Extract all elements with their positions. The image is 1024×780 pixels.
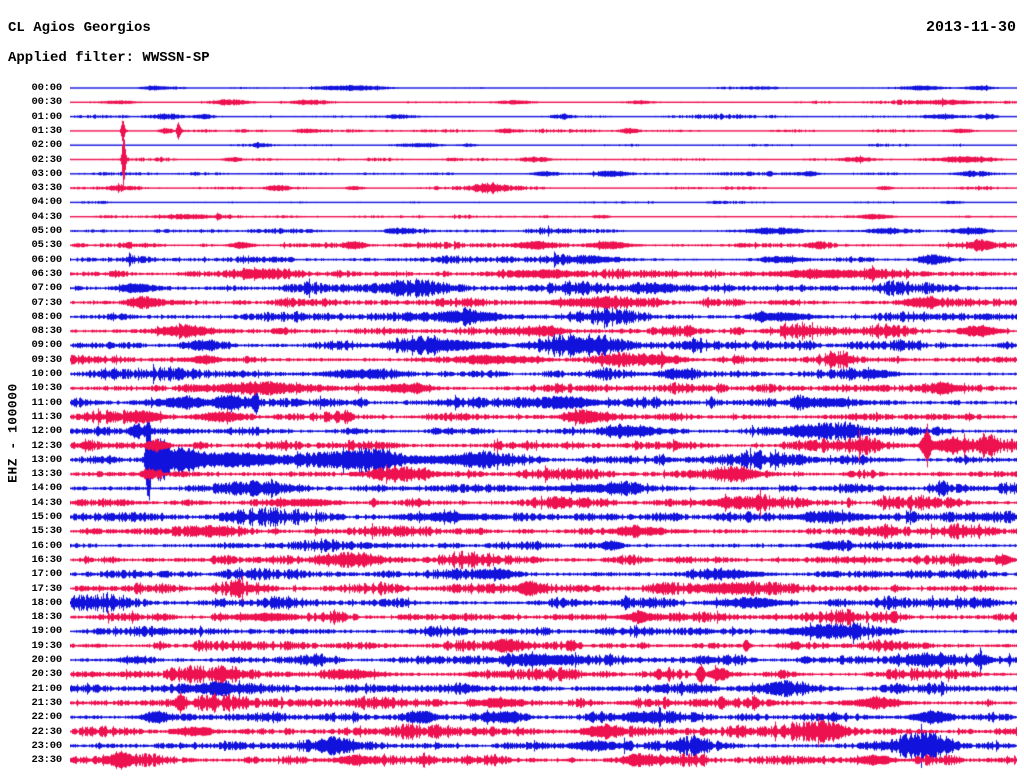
time-label: 23:30 — [31, 754, 62, 767]
time-label: 19:00 — [31, 625, 62, 638]
time-label: 03:30 — [31, 182, 62, 195]
time-label: 02:00 — [31, 139, 62, 152]
time-label: 20:30 — [31, 668, 62, 681]
time-label: 05:00 — [31, 225, 62, 237]
time-label: 16:30 — [31, 553, 62, 566]
time-label: 07:00 — [31, 282, 62, 295]
time-label: 00:30 — [31, 96, 62, 109]
time-label: 21:30 — [31, 696, 62, 709]
time-label: 13:00 — [31, 453, 62, 466]
time-label: 22:00 — [31, 711, 62, 724]
time-label: 09:00 — [31, 339, 62, 352]
time-label: 18:00 — [31, 596, 62, 609]
seismogram-trace-area — [70, 78, 1017, 778]
time-label: 16:00 — [31, 539, 62, 552]
time-label: 09:30 — [31, 353, 62, 366]
time-label: 22:30 — [31, 725, 62, 738]
time-label: 12:30 — [31, 439, 62, 452]
time-label: 11:30 — [31, 410, 62, 423]
station-title: CL Agios Georgios — [8, 20, 151, 36]
time-label: 07:30 — [31, 296, 62, 309]
time-label: 12:00 — [31, 425, 62, 438]
date-label: 2013-11-30 — [925, 19, 1016, 36]
time-label: 02:30 — [31, 153, 62, 166]
time-label: 23:00 — [31, 739, 62, 752]
time-label: 13:30 — [31, 468, 62, 481]
time-label: 00:00 — [31, 82, 62, 94]
time-label: 15:00 — [31, 511, 62, 523]
time-label: 21:00 — [31, 682, 62, 695]
time-label: 04:00 — [31, 196, 62, 209]
time-label: 19:30 — [31, 639, 62, 652]
time-label: 01:00 — [31, 110, 62, 123]
time-label: 14:00 — [31, 482, 62, 495]
filter-label: Applied filter: WWSSN-SP — [8, 50, 210, 66]
time-label: 03:00 — [31, 167, 62, 180]
time-label: 20:00 — [31, 654, 62, 666]
time-label: 11:00 — [31, 396, 62, 409]
time-label: 15:30 — [31, 525, 62, 538]
time-label: 08:30 — [31, 325, 62, 338]
time-label: 01:30 — [31, 124, 62, 137]
time-label: 18:30 — [31, 611, 62, 624]
time-label: 10:00 — [31, 368, 62, 380]
time-label: 14:30 — [31, 496, 62, 509]
time-label: 17:30 — [31, 582, 62, 595]
time-label: 06:00 — [31, 253, 62, 266]
time-label: 17:00 — [31, 568, 62, 581]
time-label: 06:30 — [31, 267, 62, 280]
time-label: 04:30 — [31, 210, 62, 223]
time-label: 05:30 — [31, 239, 62, 252]
time-label: 10:30 — [31, 382, 62, 395]
time-label: 08:00 — [31, 310, 62, 323]
